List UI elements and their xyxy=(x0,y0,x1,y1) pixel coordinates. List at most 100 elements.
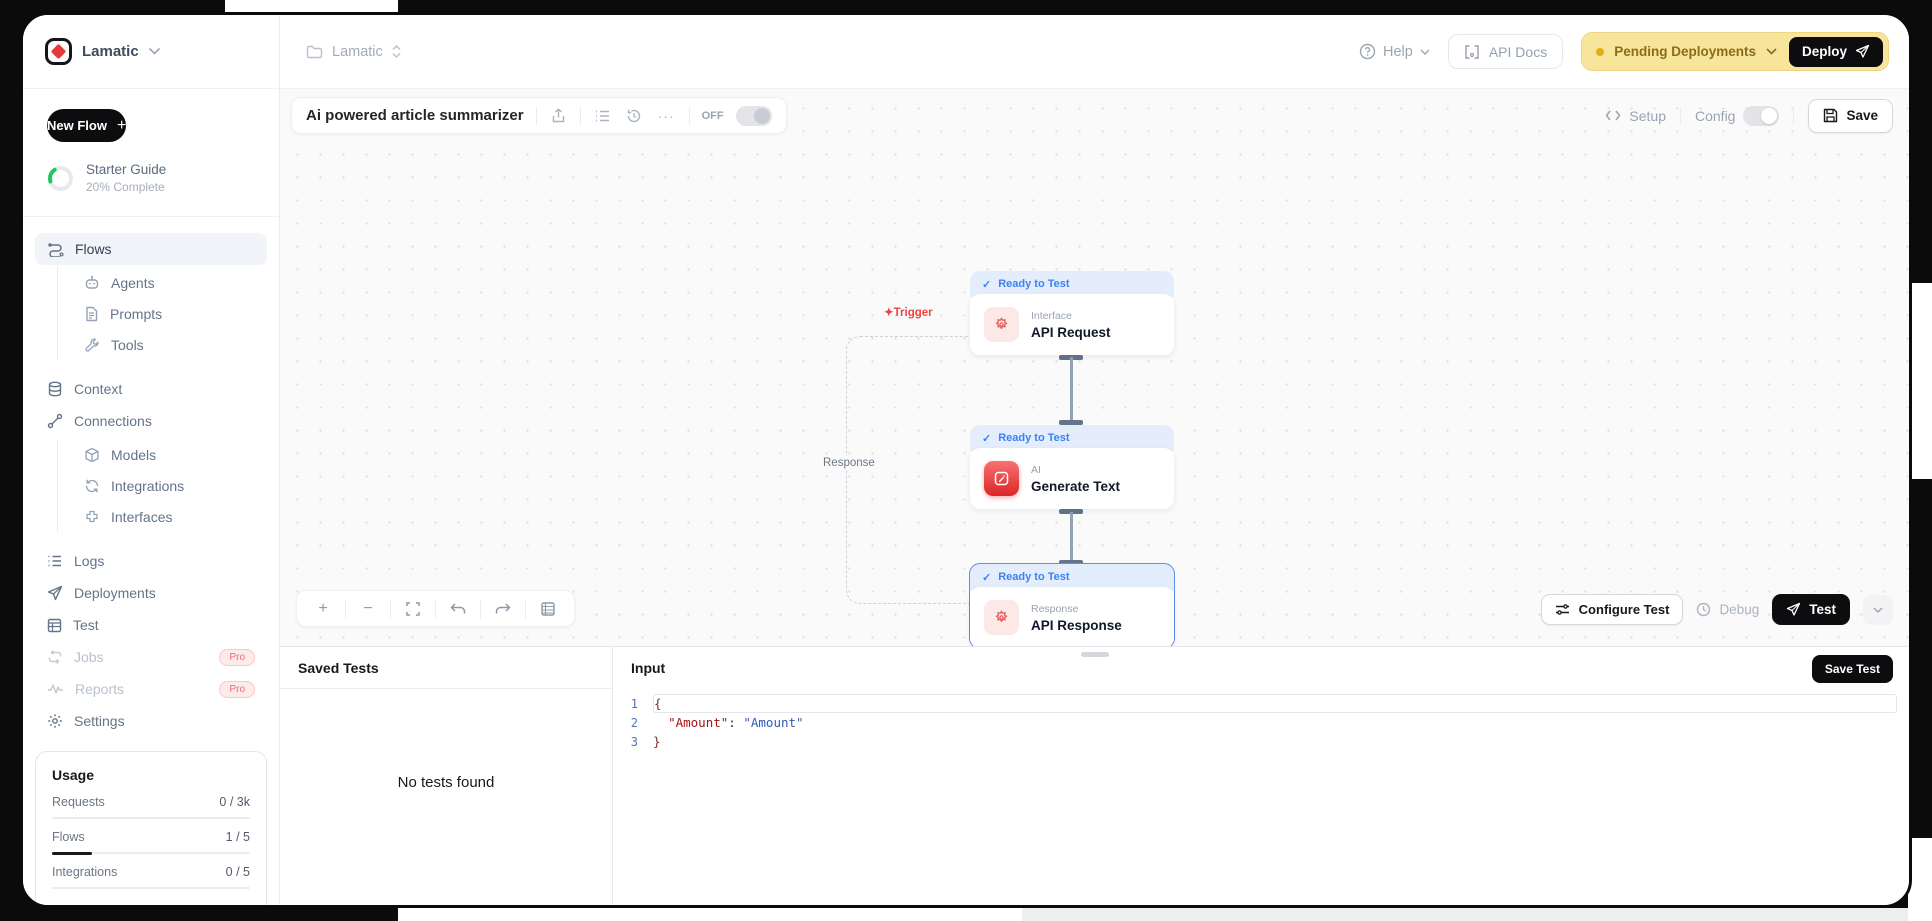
breadcrumb[interactable]: Lamatic xyxy=(306,44,401,60)
spark-icon: ✦ xyxy=(884,307,894,319)
flow-canvas[interactable]: Ai powered article summarizer xyxy=(280,89,1909,646)
sidebar-item-settings[interactable]: Settings xyxy=(35,705,267,737)
node-title: Generate Text xyxy=(1031,478,1121,494)
code-line[interactable]: 2 "Amount": "Amount" xyxy=(613,713,1909,732)
app-window: Lamatic New Flow + Starter Guide 20% Com… xyxy=(20,12,1912,908)
code-line[interactable]: 3 } xyxy=(613,732,1909,751)
layout-list-button[interactable] xyxy=(593,108,612,124)
check-icon: ✓ xyxy=(982,432,992,445)
test-button[interactable]: Test xyxy=(1772,594,1850,625)
sort-arrows-icon xyxy=(392,45,401,58)
save-button[interactable]: Save xyxy=(1808,98,1893,133)
sidebar-item-context[interactable]: Context xyxy=(35,373,267,405)
node-status-bar: ✓ Ready to Test xyxy=(970,564,1174,590)
sidebar-item-label: Models xyxy=(111,446,157,463)
sidebar-item-label: Flows xyxy=(75,241,112,257)
code-line[interactable]: 1 { xyxy=(613,694,1909,713)
panel-resize-handle[interactable] xyxy=(1080,652,1109,657)
sidebar-item-label: Prompts xyxy=(110,305,163,322)
sidebar-item-connections[interactable]: Connections xyxy=(35,405,267,437)
background-patch xyxy=(398,906,1022,921)
share-icon xyxy=(552,107,564,122)
workspace-switcher[interactable]: Lamatic xyxy=(23,15,279,89)
notes-table-button[interactable] xyxy=(526,591,570,626)
node-title: API Response xyxy=(1031,617,1122,633)
debug-label: Debug xyxy=(1719,602,1760,617)
history-clock-icon xyxy=(627,109,640,122)
node-api-response[interactable]: ✓ Ready to Test Response API Response xyxy=(969,563,1175,646)
edge-connector-cap xyxy=(1059,420,1083,425)
setup-link[interactable]: Setup xyxy=(1605,108,1666,124)
saved-tests-title: Saved Tests xyxy=(280,647,612,689)
flow-title-bar: Ai powered article summarizer xyxy=(291,97,787,134)
history-button[interactable] xyxy=(624,106,644,126)
sidebar-item-agents[interactable]: Agents xyxy=(72,267,267,298)
usage-value: 0 / 5 xyxy=(225,865,250,879)
sidebar-item-integrations[interactable]: Integrations xyxy=(72,470,267,501)
sidebar-item-test[interactable]: Test xyxy=(35,609,267,641)
usage-value: 0 / 3k xyxy=(219,795,250,809)
setup-label: Setup xyxy=(1629,107,1666,124)
sidebar-item-models[interactable]: Models xyxy=(72,439,267,470)
sidebar-item-flows[interactable]: Flows xyxy=(35,233,267,265)
sidebar-item-reports[interactable]: Reports Pro xyxy=(35,673,267,705)
flow-status-label: OFF xyxy=(701,109,724,122)
edge-connector-cap xyxy=(1059,509,1083,514)
sidebar-item-label: Tools xyxy=(111,336,144,353)
zoom-in-button[interactable]: + xyxy=(301,591,345,626)
configure-test-button[interactable]: Configure Test xyxy=(1540,594,1684,625)
usage-label: Requests xyxy=(52,795,105,809)
line-number: 1 xyxy=(630,696,638,711)
redo-button[interactable] xyxy=(481,591,525,626)
node-status-bar: ✓ Ready to Test xyxy=(970,425,1174,451)
code-brackets-icon xyxy=(1606,110,1621,121)
plus-icon: + xyxy=(318,599,328,617)
deploy-button[interactable]: Deploy xyxy=(1788,36,1883,67)
undo-icon xyxy=(450,602,466,613)
config-toggle-group: Config xyxy=(1695,105,1780,126)
fit-view-button[interactable] xyxy=(391,591,435,626)
new-flow-button[interactable]: New Flow + xyxy=(47,109,127,142)
database-icon xyxy=(48,381,62,397)
folder-icon xyxy=(306,45,323,58)
divider xyxy=(23,216,279,217)
node-api-request[interactable]: ✓ Ready to Test Interface API Request xyxy=(970,271,1174,355)
test-options-button[interactable] xyxy=(1863,594,1893,625)
undo-button[interactable] xyxy=(436,591,480,626)
zoom-out-button[interactable]: − xyxy=(346,591,390,626)
cube-icon xyxy=(85,447,99,462)
debug-button[interactable]: Debug xyxy=(1696,602,1759,617)
node-status-label: Ready to Test xyxy=(998,278,1070,290)
list-icon xyxy=(48,555,61,567)
flows-subgroup: Agents Prompts Tools xyxy=(57,267,267,360)
sidebar-item-logs[interactable]: Logs xyxy=(35,545,267,577)
sidebar-item-label: Connections xyxy=(74,413,152,429)
node-generate-text[interactable]: ✓ Ready to Test AI Generate Text xyxy=(970,425,1174,509)
config-toggle[interactable] xyxy=(1743,105,1780,126)
activity-icon xyxy=(48,684,63,694)
sidebar-item-deployments[interactable]: Deployments xyxy=(35,577,267,609)
test-panel: Saved Tests No tests found Input Save Te… xyxy=(280,646,1909,905)
chevron-down-icon xyxy=(1420,49,1430,55)
test-input-editor[interactable]: 1 { 2 "Amount": "Amount" 3 } xyxy=(613,694,1909,751)
api-docs-button[interactable]: API Docs xyxy=(1447,34,1564,69)
help-menu[interactable]: Help xyxy=(1359,43,1430,60)
starter-guide[interactable]: Starter Guide 20% Complete xyxy=(23,158,279,212)
clock-icon xyxy=(1697,602,1711,617)
pending-label: Pending Deployments xyxy=(1614,44,1756,59)
sidebar-item-interfaces[interactable]: Interfaces xyxy=(72,501,267,532)
api-docs-label: API Docs xyxy=(1488,43,1548,60)
flow-enable-toggle[interactable] xyxy=(735,105,772,126)
sidebar-item-prompts[interactable]: Prompts xyxy=(72,298,267,329)
sidebar-item-jobs[interactable]: Jobs Pro xyxy=(35,641,267,673)
save-test-button[interactable]: Save Test xyxy=(1811,655,1893,683)
trigger-edge-label: ✦Trigger xyxy=(884,307,933,319)
more-options-button[interactable]: ··· xyxy=(657,107,675,124)
sidebar-item-tools[interactable]: Tools xyxy=(72,329,267,360)
share-button[interactable] xyxy=(549,106,568,126)
input-title: Input xyxy=(631,660,666,676)
edge-connector xyxy=(1069,357,1073,422)
redo-icon xyxy=(495,602,511,613)
divider xyxy=(1793,106,1795,125)
pending-deployments-dropdown[interactable]: Pending Deployments Deploy xyxy=(1581,32,1889,71)
